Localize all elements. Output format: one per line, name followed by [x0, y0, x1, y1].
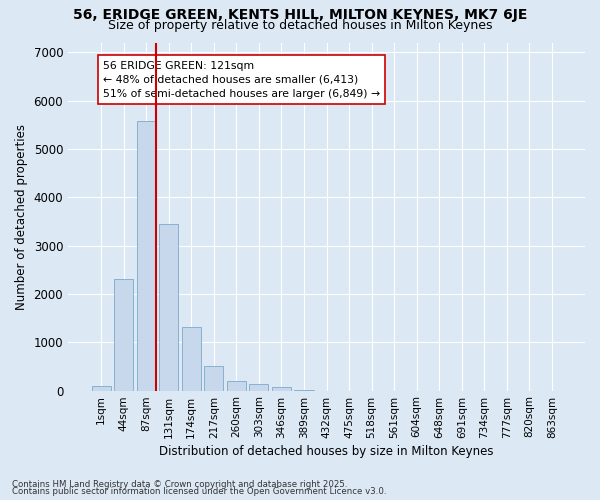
Y-axis label: Number of detached properties: Number of detached properties: [15, 124, 28, 310]
Text: 56 ERIDGE GREEN: 121sqm
← 48% of detached houses are smaller (6,413)
51% of semi: 56 ERIDGE GREEN: 121sqm ← 48% of detache…: [103, 61, 380, 99]
Bar: [227, 381, 246, 390]
Text: Contains public sector information licensed under the Open Government Licence v3: Contains public sector information licen…: [12, 487, 386, 496]
Bar: [204, 366, 223, 390]
Bar: [272, 388, 291, 390]
Bar: [114, 280, 133, 390]
Bar: [92, 386, 110, 390]
Bar: [137, 121, 156, 390]
Bar: [250, 384, 268, 390]
Text: Contains HM Land Registry data © Crown copyright and database right 2025.: Contains HM Land Registry data © Crown c…: [12, 480, 347, 489]
Text: 56, ERIDGE GREEN, KENTS HILL, MILTON KEYNES, MK7 6JE: 56, ERIDGE GREEN, KENTS HILL, MILTON KEY…: [73, 8, 527, 22]
Text: Size of property relative to detached houses in Milton Keynes: Size of property relative to detached ho…: [108, 18, 492, 32]
Bar: [159, 224, 178, 390]
Bar: [182, 327, 201, 390]
X-axis label: Distribution of detached houses by size in Milton Keynes: Distribution of detached houses by size …: [159, 444, 494, 458]
